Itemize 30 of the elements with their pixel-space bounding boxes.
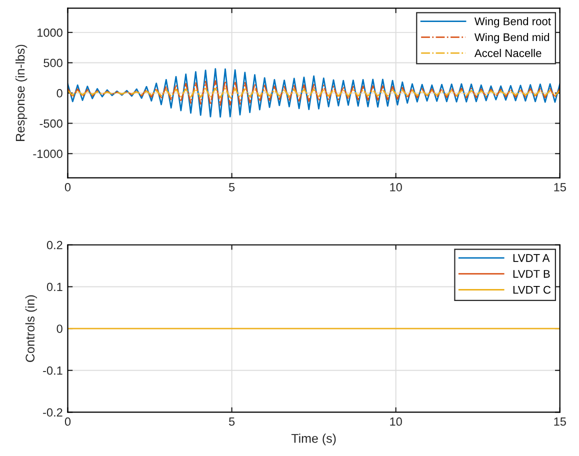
- y-tick-label: -0.2: [43, 408, 62, 417]
- y-tick-label: 0: [56, 89, 62, 98]
- line-series: [68, 80, 560, 106]
- x-tick-label: 0: [64, 183, 71, 192]
- y-tick-label: 1000: [38, 28, 62, 37]
- y-tick-label: 0: [56, 324, 62, 333]
- x-tick-label: 15: [554, 418, 566, 426]
- legend-label: LVDT A: [513, 254, 550, 262]
- legend-label: Accel Nacelle: [474, 48, 542, 58]
- x-tick-label: 5: [228, 183, 235, 192]
- line-series: [68, 88, 560, 98]
- y-tick-label: -1000: [33, 150, 62, 158]
- x-tick-label: 15: [554, 183, 566, 192]
- y-tick-label: -0.1: [43, 366, 62, 375]
- legend-label: LVDT B: [513, 270, 550, 278]
- x-axis-title: Time (s): [291, 434, 336, 446]
- y-tick-label: -500: [40, 119, 62, 128]
- legend-label: LVDT C: [513, 286, 551, 294]
- x-tick-label: 5: [228, 418, 235, 426]
- y-tick-label: 0.1: [46, 282, 62, 292]
- x-tick-label: 0: [64, 417, 71, 426]
- x-tick-label: 10: [390, 417, 402, 426]
- line-series: [68, 68, 560, 118]
- legend-label: Wing Bend mid: [474, 33, 550, 44]
- y-tick-label: 0.2: [46, 240, 62, 250]
- y-axis-title: Response (in-lbs): [15, 44, 28, 141]
- legend-label: Wing Bend root: [474, 17, 551, 28]
- y-tick-label: 500: [44, 58, 62, 68]
- x-tick-label: 10: [390, 183, 402, 192]
- y-axis-title: Controls (in): [25, 295, 37, 362]
